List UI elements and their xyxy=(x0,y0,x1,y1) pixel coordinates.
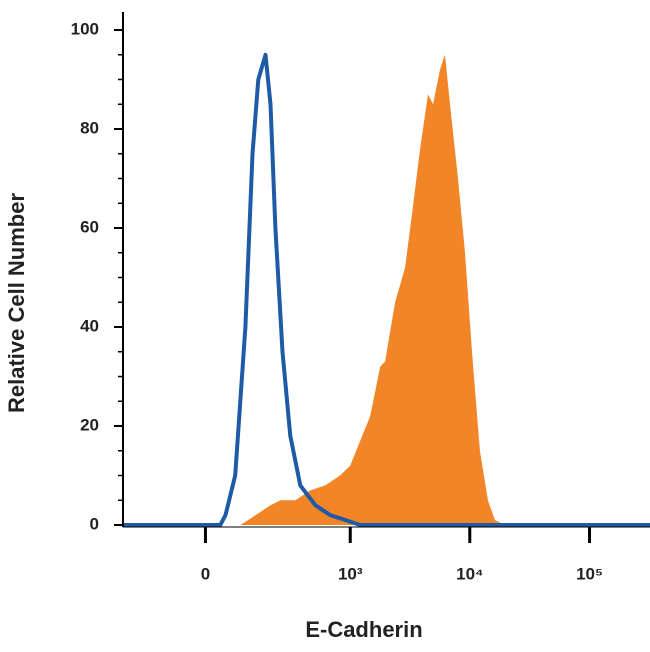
y-tick-label: 100 xyxy=(71,19,99,38)
x-tick-label: 10⁵ xyxy=(576,564,603,583)
y-tick-label: 40 xyxy=(80,316,99,335)
histogram-area xyxy=(123,54,650,526)
x-tick-label: 10³ xyxy=(338,564,363,583)
y-tick-label: 60 xyxy=(80,217,99,236)
x-tick-label: 0 xyxy=(201,564,210,583)
y-tick-label: 0 xyxy=(90,514,99,533)
x-tick-label: 10⁴ xyxy=(456,564,483,583)
y-tick-label: 20 xyxy=(80,415,99,434)
y-tick-label: 80 xyxy=(80,118,99,137)
histogram-line xyxy=(123,52,650,527)
y-axis-title: Relative Cell Number xyxy=(4,193,29,414)
x-axis-title: E-Cadherin xyxy=(305,617,422,642)
